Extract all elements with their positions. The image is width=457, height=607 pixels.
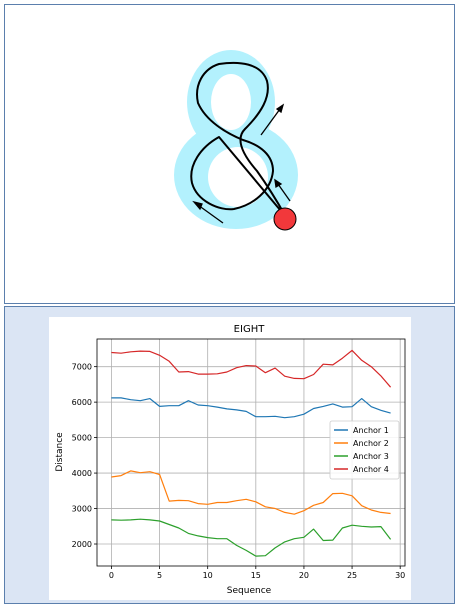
chart-card: EIGHT 0 5 10 15 20 25 30 2000 3000 4000 5000 6000 70… xyxy=(49,317,411,600)
glyph-lower-hole xyxy=(208,147,268,207)
arrow-left-icon xyxy=(197,204,224,224)
drawing-panel xyxy=(4,4,455,304)
drawing-canvas xyxy=(174,50,298,231)
chart-title: EIGHT xyxy=(234,324,266,335)
chart-panel: EIGHT 0 5 10 15 20 25 30 2000 3000 4000 5000 6000 70… xyxy=(4,306,455,604)
x-tick-label: 5 xyxy=(157,571,162,580)
arrow-up-left-head xyxy=(274,178,283,189)
x-tick-label: 30 xyxy=(395,571,405,580)
x-tick-label: 0 xyxy=(109,571,114,580)
x-axis-label: Sequence xyxy=(227,586,272,596)
axis-ticks: 0 5 10 15 20 25 30 2000 3000 4000 5000 6000 7000 xyxy=(72,363,406,580)
legend: Anchor 1 Anchor 2 Anchor 3 Anchor 4 xyxy=(329,420,400,480)
y-tick-label: 2000 xyxy=(72,540,92,549)
arrow-up-right-icon xyxy=(260,108,281,136)
y-tick-label: 3000 xyxy=(72,505,92,514)
x-tick-label: 15 xyxy=(251,571,261,580)
line-chart: EIGHT 0 5 10 15 20 25 30 2000 3000 4000 5000 6000 70… xyxy=(55,324,406,596)
y-tick-label: 6000 xyxy=(72,398,92,407)
y-tick-label: 4000 xyxy=(72,469,92,478)
legend-label: Anchor 4 xyxy=(353,465,389,474)
series-lines xyxy=(111,349,392,557)
glyph-upper-hole xyxy=(211,74,251,130)
pen-position-dot xyxy=(273,207,297,231)
series-line-2 xyxy=(111,470,391,515)
y-tick-label: 7000 xyxy=(72,363,92,372)
legend-box xyxy=(329,420,400,480)
x-tick-label: 20 xyxy=(299,571,309,580)
direction-arrows xyxy=(192,103,291,224)
series-line-3 xyxy=(111,518,392,557)
legend-label: Anchor 2 xyxy=(353,439,389,448)
series-line-1 xyxy=(111,397,391,419)
arrow-up-right-head xyxy=(275,103,285,114)
y-tick-label: 5000 xyxy=(72,434,92,443)
trajectory-path xyxy=(190,61,287,218)
arrow-up-left-icon xyxy=(277,183,291,202)
digit-eight-glyph xyxy=(174,50,298,229)
legend-label: Anchor 3 xyxy=(353,452,389,461)
legend-label: Anchor 1 xyxy=(353,426,389,435)
y-axis-label: Distance xyxy=(55,432,65,472)
arrow-left-head xyxy=(192,200,203,211)
x-tick-label: 25 xyxy=(347,571,357,580)
x-tick-label: 10 xyxy=(203,571,213,580)
series-line-4 xyxy=(111,349,392,388)
plot-area xyxy=(96,338,406,567)
